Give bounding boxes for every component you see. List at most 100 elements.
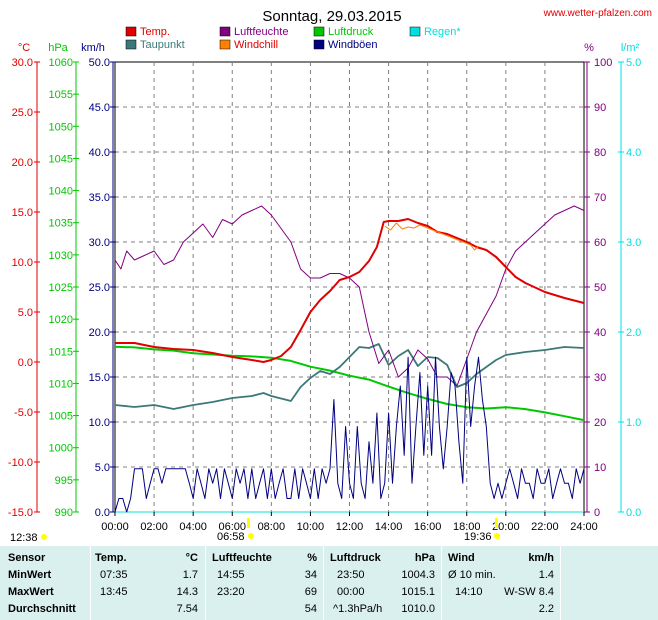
wind-value: 1.4 (538, 569, 554, 581)
legend-label: Windchill (234, 39, 278, 51)
humidity-tick-label: 50 (594, 282, 606, 294)
x-tick-label: 24:00 (570, 521, 598, 533)
grid (115, 62, 584, 512)
humidity-value: 54 (304, 603, 317, 615)
pressure-tick-label: 1045 (49, 153, 73, 165)
rain-tick-label: 3.0 (626, 237, 641, 249)
wind-tick-label: 45.0 (89, 102, 110, 114)
x-tick-label: 22:00 (531, 521, 559, 533)
temp-tick-label: 25.0 (12, 107, 33, 119)
temp-tick-label: 5.0 (18, 307, 33, 319)
x-tick-label: 12:00 (336, 521, 364, 533)
pressure-value: 1010.0 (401, 603, 435, 615)
legend-label: Taupunkt (140, 39, 185, 51)
temp-value: 1.7 (182, 569, 198, 581)
legend-swatch (219, 39, 231, 50)
header-temp-unit: °C (185, 552, 198, 564)
pressure-unit: hPa (48, 42, 68, 54)
stats-row-max: MaxWert 13:45 14.3 23:20 69 00:00 1015.1… (0, 584, 658, 601)
pressure-tick-label: 1035 (49, 218, 73, 230)
rain-tick-label: 1.0 (626, 417, 641, 429)
pressure-tick-label: 1010 (49, 378, 73, 390)
stats-header-row: Sensor Temp. °C Luftfeuchte % Luftdruck … (0, 550, 658, 567)
wind-label: 14:10 (455, 586, 483, 598)
row-label: Durchschnitt (8, 603, 76, 615)
axes: 30.0 25.0 20.0 15.0 10.0 5.0 0.0 -5.0 -10.0 -15.0… (8, 57, 641, 519)
wind-tick-label: 20.0 (89, 327, 110, 339)
humidity-tick-label: 0 (594, 507, 600, 519)
humidity-tick-label: 20 (594, 417, 606, 429)
header-wind: Wind (448, 552, 475, 564)
temp-time: 07:35 (100, 569, 128, 581)
pressure-tick-label: 1015 (49, 346, 73, 358)
x-tick-label: 16:00 (414, 521, 442, 533)
humidity-tick-label: 80 (594, 147, 606, 159)
humidity-tick-label: 90 (594, 102, 606, 114)
header-pressure-unit: hPa (414, 552, 435, 564)
x-tick-label: 04:00 (179, 521, 207, 533)
legend-swatch (219, 26, 231, 37)
legend-label: Temp. (140, 26, 170, 38)
legend-swatch (313, 39, 325, 50)
humidity-tick-label: 10 (594, 462, 606, 474)
pressure-tick-label: 1050 (49, 121, 73, 133)
x-tick-label: 08:00 (258, 521, 286, 533)
x-tick-label: 18:00 (453, 521, 481, 533)
header-pressure: Luftdruck (330, 552, 381, 564)
temp-tick-label: 20.0 (12, 157, 33, 169)
legend-swatch (313, 26, 325, 37)
temp-value: 7.54 (176, 603, 198, 615)
pressure-tick-label: 990 (55, 507, 73, 519)
wind-unit: km/h (81, 42, 105, 54)
humidity-tick-label: 60 (594, 237, 606, 249)
humidity-tick-label: 70 (594, 192, 606, 204)
wind-tick-label: 5.0 (95, 462, 110, 474)
rain-tick-label: 4.0 (626, 147, 641, 159)
humidity-tick-label: 30 (594, 372, 606, 384)
x-tick-label: 06:00 (218, 521, 246, 533)
pressure-tick-label: 1000 (49, 443, 73, 455)
humidity-time: 14:55 (217, 569, 245, 581)
x-tick-label: 14:00 (375, 521, 403, 533)
x-axis-labels: 00:00 02:00 04:00 06:00 08:00 10:00 12:00 14:00… (101, 512, 598, 533)
sunset-marker (495, 518, 498, 528)
series-windböen-line (114, 356, 585, 513)
series-luftdruck-line (114, 345, 585, 422)
wind-tick-label: 25.0 (89, 282, 110, 294)
site-link[interactable]: www.wetter-pfalzen.com (543, 8, 652, 19)
temp-unit: °C (18, 42, 30, 54)
pressure-tick-label: 1030 (49, 250, 73, 262)
sunrise-icon (248, 533, 254, 539)
pressure-value: 1015.1 (401, 586, 435, 598)
row-label: MaxWert (8, 586, 54, 598)
sunrise-time: 06:58 (217, 531, 245, 543)
pressure-tick-label: 1055 (49, 89, 73, 101)
rain-tick-label: 2.0 (626, 327, 641, 339)
header-temp: Temp. (95, 552, 127, 564)
pressure-tick-label: 995 (55, 475, 73, 487)
pressure-time: 00:00 (337, 586, 365, 598)
wind-label: Ø 10 min. (448, 569, 496, 581)
wind-value: W-SW 8.4 (504, 586, 554, 598)
pressure-tick-label: 1020 (49, 314, 73, 326)
humidity-value: 34 (304, 569, 317, 581)
statistics-table: Sensor Temp. °C Luftfeuchte % Luftdruck … (0, 546, 658, 620)
rain-unit: l/m² (621, 42, 640, 54)
x-tick-label: 10:00 (297, 521, 325, 533)
temp-tick-label: 30.0 (12, 57, 33, 69)
temp-value: 14.3 (176, 586, 198, 598)
pressure-tick-label: 1005 (49, 411, 73, 423)
humidity-value: 69 (304, 586, 317, 598)
series-luftfeuchte-line (114, 205, 585, 387)
moonset-time: 12:38 (10, 532, 38, 544)
temp-tick-label: 0.0 (18, 357, 33, 369)
legend-label: Regen* (424, 26, 461, 38)
humidity-tick-label: 100 (594, 57, 612, 69)
humidity-unit: % (584, 42, 594, 54)
pressure-time: 23:50 (337, 569, 365, 581)
stats-row-avg: Durchschnitt 7.54 54 ^1.3hPa/h 1010.0 2.… (0, 601, 658, 618)
temp-tick-label: 10.0 (12, 257, 33, 269)
series-windchill-line (384, 222, 479, 251)
wind-tick-label: 35.0 (89, 192, 110, 204)
